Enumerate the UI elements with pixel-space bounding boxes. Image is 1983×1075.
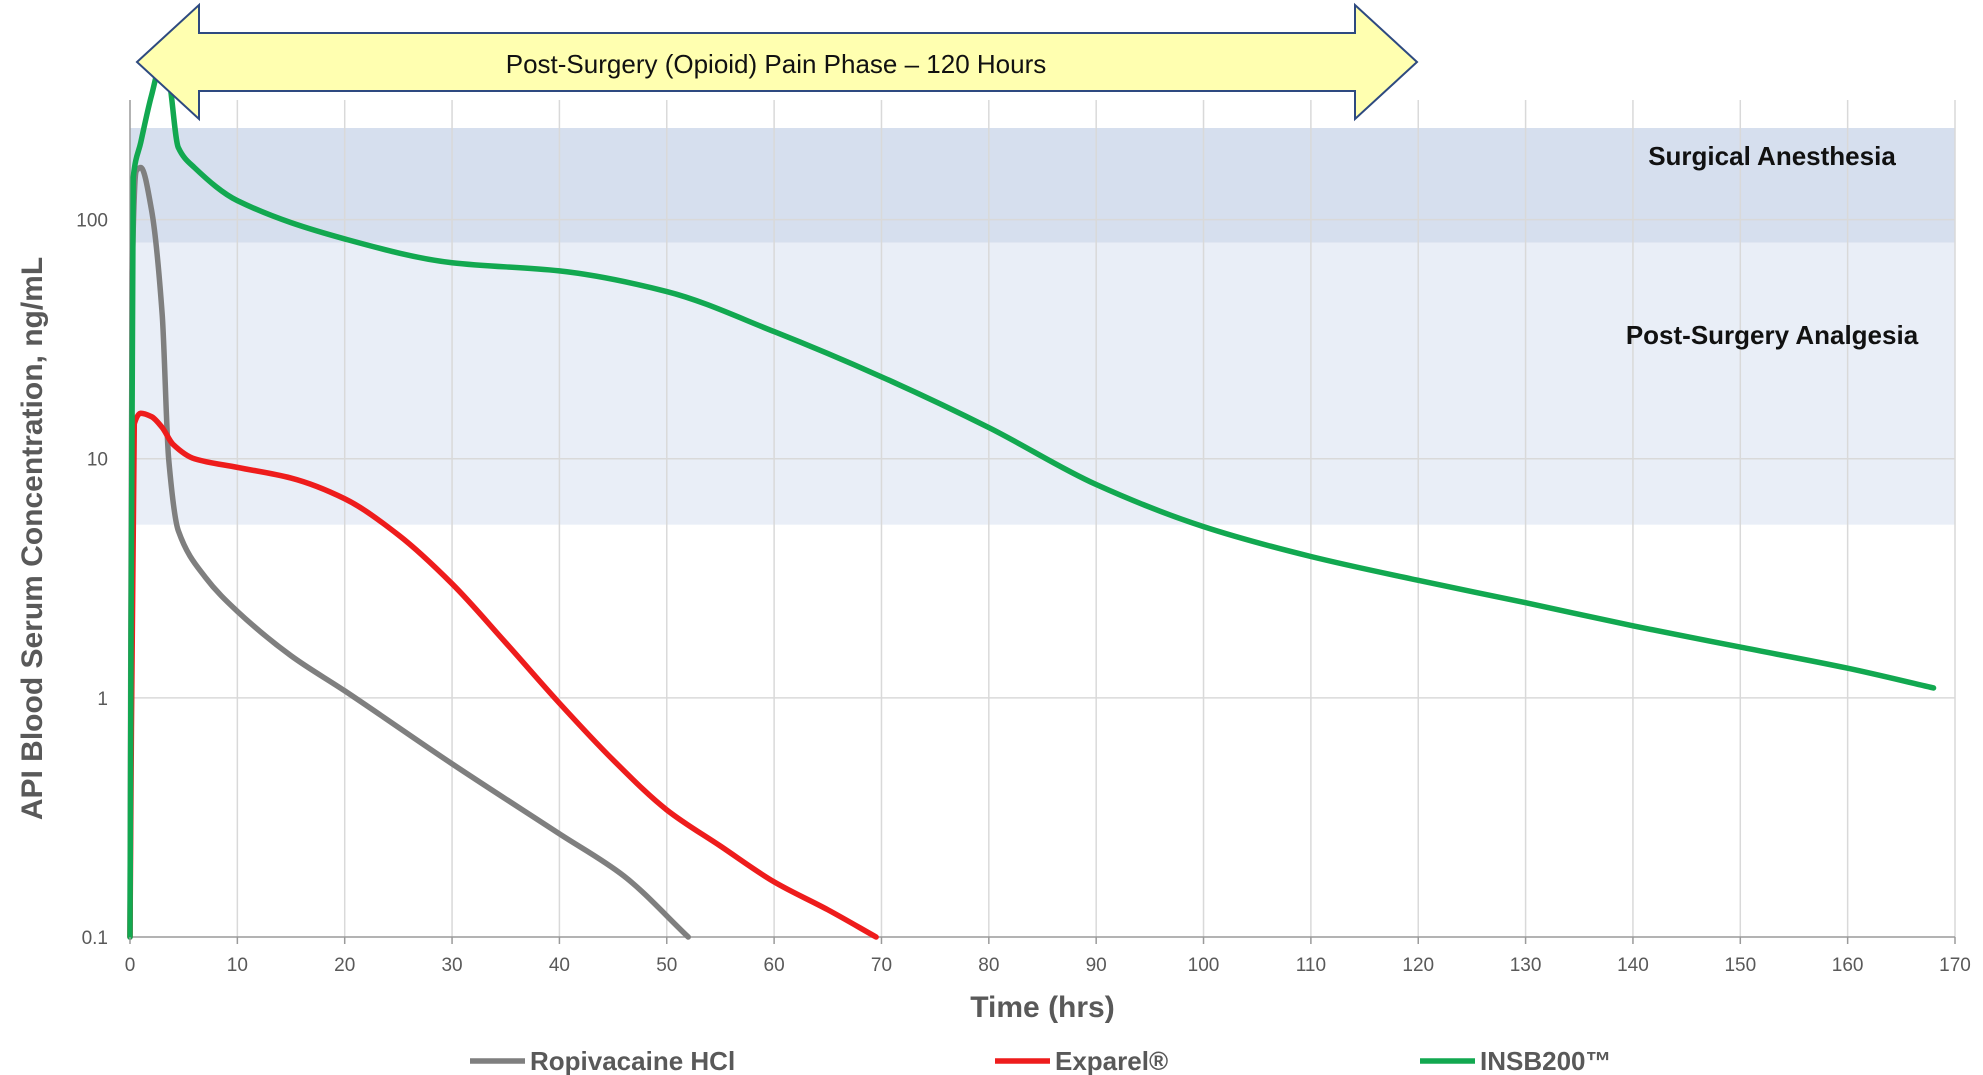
- y-tick-label: 1: [97, 689, 108, 710]
- x-tick-label: 140: [1617, 955, 1649, 976]
- x-tick-label: 40: [549, 955, 570, 976]
- x-tick-label: 160: [1832, 955, 1864, 976]
- band-1: [130, 242, 1955, 525]
- y-tick-label: 10: [87, 450, 108, 471]
- x-tick-label: 120: [1402, 955, 1434, 976]
- series-line-1: [127, 410, 879, 940]
- x-tick-label: 30: [441, 955, 462, 976]
- x-axis-title: Time (hrs): [970, 991, 1114, 1024]
- band-label-surgical-anesthesia: Surgical Anesthesia: [1648, 141, 1896, 171]
- band-0: [130, 128, 1955, 243]
- pain-phase-arrow: Post-Surgery (Opioid) Pain Phase – 120 H…: [135, 2, 1419, 122]
- x-tick-label: 10: [227, 955, 248, 976]
- legend-label-0: Ropivacaine HCl: [530, 1046, 735, 1075]
- x-tick-labels: 0 10 20 30 40 50 60 70 80 90 100 110 120 130 140 150 160…: [125, 937, 1971, 976]
- x-tick-label: 100: [1188, 955, 1220, 976]
- x-tick-label: 110: [1296, 955, 1326, 976]
- x-tick-label: 150: [1724, 955, 1756, 976]
- x-tick-label: 130: [1510, 955, 1542, 976]
- legend-label-1: Exparel®: [1055, 1046, 1168, 1075]
- pain-phase-label: Post-Surgery (Opioid) Pain Phase – 120 H…: [506, 49, 1047, 79]
- x-tick-label: 170: [1939, 955, 1971, 976]
- y-tick-label: 0.1: [82, 928, 108, 949]
- x-tick-label: 80: [978, 955, 999, 976]
- x-tick-label: 50: [656, 955, 677, 976]
- analgesia-bands: [130, 128, 1955, 525]
- y-tick-labels: 0.1 1 10 100: [76, 211, 108, 949]
- legend-label-2: INSB200™: [1480, 1046, 1612, 1075]
- y-axis-title: API Blood Serum Concentration, ng/mL: [16, 257, 49, 820]
- y-tick-label: 100: [76, 211, 108, 232]
- series-line-2: [127, 58, 1937, 940]
- series-lines: [127, 58, 1937, 940]
- x-tick-label: 0: [125, 955, 136, 976]
- x-tick-label: 70: [871, 955, 892, 976]
- x-tick-label: 20: [334, 955, 355, 976]
- x-tick-label: 60: [764, 955, 785, 976]
- double-arrow-icon: [135, 2, 1419, 122]
- band-label-post-surgery-analgesia: Post-Surgery Analgesia: [1626, 320, 1919, 350]
- legend: Ropivacaine HCl Exparel® INSB200™: [470, 1046, 1612, 1075]
- x-tick-label: 90: [1086, 955, 1107, 976]
